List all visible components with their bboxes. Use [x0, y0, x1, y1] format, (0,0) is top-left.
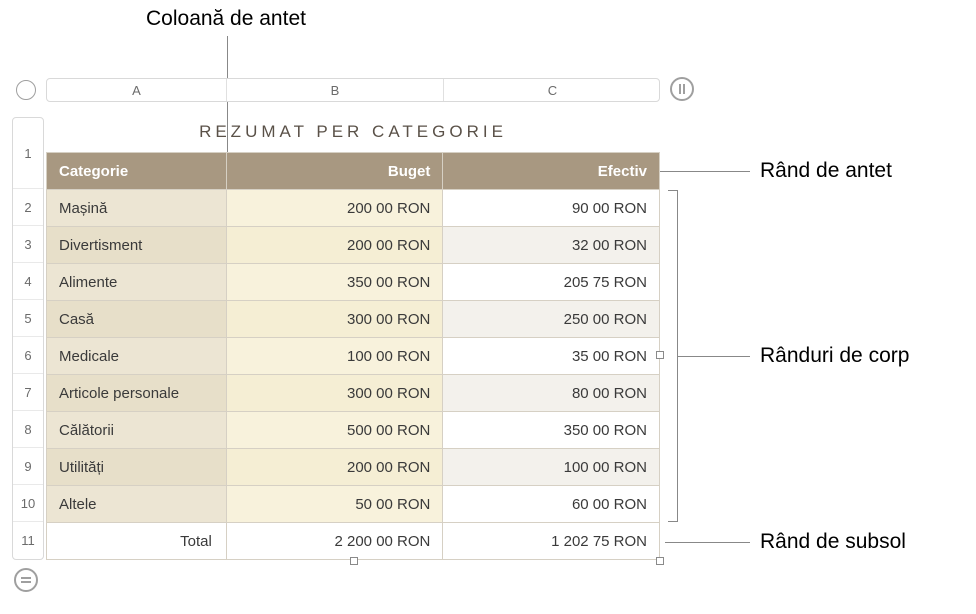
callout-body-rows: Rânduri de corp	[760, 344, 909, 368]
row-number[interactable]: 5	[13, 300, 43, 337]
row-number[interactable]: 10	[13, 485, 43, 522]
cell-actual[interactable]: 100 00 RON	[443, 449, 660, 486]
row-number[interactable]: 2	[13, 189, 43, 226]
cell-category[interactable]: Călătorii	[47, 412, 227, 449]
cell-actual[interactable]: 350 00 RON	[443, 412, 660, 449]
table-header-row: Categorie Buget Efectiv	[47, 153, 660, 190]
column-header-b[interactable]: B	[227, 79, 444, 101]
footer-cell-label[interactable]: Total	[47, 523, 227, 560]
cell-budget[interactable]: 300 00 RON	[226, 301, 443, 338]
row-number[interactable]: 3	[13, 226, 43, 263]
table-title: REZUMAT PER CATEGORIE	[46, 122, 660, 142]
callout-bracket	[668, 190, 678, 522]
cell-budget[interactable]: 500 00 RON	[226, 412, 443, 449]
row-number[interactable]: 7	[13, 374, 43, 411]
table-row: Medicale 100 00 RON 35 00 RON	[47, 338, 660, 375]
cell-budget[interactable]: 100 00 RON	[226, 338, 443, 375]
callout-line	[665, 542, 750, 543]
header-cell-category[interactable]: Categorie	[47, 153, 227, 190]
cell-budget[interactable]: 300 00 RON	[226, 375, 443, 412]
cell-actual[interactable]: 205 75 RON	[443, 264, 660, 301]
header-cell-budget[interactable]: Buget	[226, 153, 443, 190]
selection-handle[interactable]	[350, 557, 358, 565]
row-number[interactable]: 4	[13, 263, 43, 300]
row-number[interactable]: 8	[13, 411, 43, 448]
column-header-a[interactable]: A	[47, 79, 227, 101]
row-number[interactable]: 1	[13, 118, 43, 189]
footer-cell-budget[interactable]: 2 200 00 RON	[226, 523, 443, 560]
cell-category[interactable]: Casă	[47, 301, 227, 338]
callout-header-row: Rând de antet	[760, 159, 892, 183]
cell-actual[interactable]: 35 00 RON	[443, 338, 660, 375]
selection-handle[interactable]	[656, 557, 664, 565]
table-handle-circle[interactable]	[16, 80, 36, 100]
cell-budget[interactable]: 350 00 RON	[226, 264, 443, 301]
cell-actual[interactable]: 32 00 RON	[443, 227, 660, 264]
selection-handle[interactable]	[656, 351, 664, 359]
cell-budget[interactable]: 200 00 RON	[226, 449, 443, 486]
cell-category[interactable]: Utilități	[47, 449, 227, 486]
add-column-handle[interactable]	[670, 77, 694, 101]
table-row: Mașină 200 00 RON 90 00 RON	[47, 190, 660, 227]
cell-category[interactable]: Divertisment	[47, 227, 227, 264]
cell-actual[interactable]: 250 00 RON	[443, 301, 660, 338]
table-row: Divertisment 200 00 RON 32 00 RON	[47, 227, 660, 264]
cell-actual[interactable]: 90 00 RON	[443, 190, 660, 227]
table-row: Alimente 350 00 RON 205 75 RON	[47, 264, 660, 301]
cell-actual[interactable]: 60 00 RON	[443, 486, 660, 523]
table-row: Utilități 200 00 RON 100 00 RON	[47, 449, 660, 486]
cell-budget[interactable]: 50 00 RON	[226, 486, 443, 523]
row-number[interactable]: 6	[13, 337, 43, 374]
callout-line	[678, 356, 750, 357]
row-number[interactable]: 11	[13, 522, 43, 559]
cell-category[interactable]: Altele	[47, 486, 227, 523]
table-footer-row: Total 2 200 00 RON 1 202 75 RON	[47, 523, 660, 560]
row-number[interactable]: 9	[13, 448, 43, 485]
table-row: Călătorii 500 00 RON 350 00 RON	[47, 412, 660, 449]
callout-header-column: Coloană de antet	[146, 7, 306, 31]
cell-category[interactable]: Mașină	[47, 190, 227, 227]
cell-budget[interactable]: 200 00 RON	[226, 190, 443, 227]
cell-budget[interactable]: 200 00 RON	[226, 227, 443, 264]
cell-category[interactable]: Alimente	[47, 264, 227, 301]
table-row: Casă 300 00 RON 250 00 RON	[47, 301, 660, 338]
cell-actual[interactable]: 80 00 RON	[443, 375, 660, 412]
table-row: Altele 50 00 RON 60 00 RON	[47, 486, 660, 523]
column-header-bar[interactable]: A B C	[46, 78, 660, 102]
callout-footer-row: Rând de subsol	[760, 530, 906, 554]
cell-category[interactable]: Medicale	[47, 338, 227, 375]
spreadsheet-table[interactable]: Categorie Buget Efectiv Mașină 200 00 RO…	[46, 152, 660, 560]
callout-line	[660, 171, 750, 172]
cell-category[interactable]: Articole personale	[47, 375, 227, 412]
footer-cell-actual[interactable]: 1 202 75 RON	[443, 523, 660, 560]
column-header-c[interactable]: C	[444, 79, 661, 101]
table-body: Mașină 200 00 RON 90 00 RON Divertisment…	[47, 190, 660, 523]
header-cell-actual[interactable]: Efectiv	[443, 153, 660, 190]
table-row: Articole personale 300 00 RON 80 00 RON	[47, 375, 660, 412]
add-row-handle[interactable]	[14, 568, 38, 592]
row-number-gutter: 1 2 3 4 5 6 7 8 9 10 11	[12, 117, 44, 560]
